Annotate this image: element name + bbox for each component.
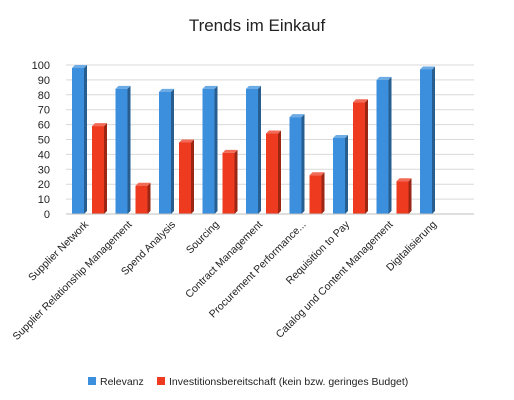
bar-relevanz [246, 85, 261, 214]
bar-top [396, 178, 412, 182]
bar-side [432, 66, 435, 214]
bar-top [202, 85, 218, 89]
bar-front [159, 91, 171, 214]
y-tick-label: 100 [32, 60, 50, 72]
y-tick-label: 50 [38, 135, 50, 147]
bar-front [289, 117, 302, 214]
bar-top [72, 64, 87, 68]
bar-relevanz [289, 114, 305, 214]
bar-side [147, 182, 151, 214]
bar-side [321, 172, 325, 214]
y-tick-label: 70 [38, 105, 50, 117]
bar-side [388, 76, 392, 215]
legend-label: Investitionsbereitschaft (kein bzw. geri… [169, 376, 408, 388]
y-tick-label: 20 [38, 179, 50, 191]
bar-relevanz [333, 135, 348, 214]
y-tick-label: 30 [38, 164, 50, 176]
y-tick-label: 10 [38, 194, 50, 206]
bar-front [222, 152, 235, 214]
y-tick-label: 60 [38, 120, 50, 132]
bar-relevanz [72, 64, 87, 214]
bar-relevanz [202, 85, 218, 214]
bar-investitionsbereitschaft [353, 99, 368, 214]
bar-side [234, 149, 238, 214]
bar-front [92, 126, 104, 214]
y-tick-label: 80 [38, 90, 50, 102]
bar-relevanz [115, 85, 131, 214]
bar-investitionsbereitschaft [135, 182, 151, 214]
bar-top [266, 130, 281, 134]
bar-front [266, 133, 278, 214]
bar-investitionsbereitschaft [266, 130, 281, 214]
bar-front [135, 185, 148, 214]
bar-front [246, 88, 258, 214]
bar-top [92, 123, 107, 127]
bar-front [353, 102, 365, 214]
bar-side [84, 64, 87, 214]
y-tick-label: 40 [38, 149, 50, 161]
bar-top [159, 88, 174, 92]
legend-item-relevanz: Relevanz [88, 376, 144, 388]
bar-side [408, 178, 412, 214]
bar-top [309, 172, 325, 176]
bar-relevanz [420, 66, 435, 214]
bar-side [301, 114, 305, 214]
legend-swatch [88, 377, 96, 385]
bar-front [420, 69, 432, 214]
bar-front [376, 79, 389, 215]
y-tick-label: 0 [44, 209, 50, 221]
bar-front [202, 88, 215, 214]
bar-side [127, 85, 131, 214]
bar-top [179, 139, 194, 143]
bar-side [345, 135, 348, 214]
bar-top [135, 182, 151, 186]
bar-investitionsbereitschaft [309, 172, 325, 214]
chart-title: Trends im Einkauf [189, 16, 326, 35]
bar-top [289, 114, 305, 118]
bar-side [214, 85, 218, 214]
bar-investitionsbereitschaft [396, 178, 412, 214]
bar-relevanz [159, 88, 174, 214]
bar-top [353, 99, 368, 103]
legend: Relevanz Investitionsbereitschaft (kein b… [88, 376, 408, 388]
bar-side [365, 99, 368, 214]
bar-side [104, 123, 107, 214]
bar-top [333, 135, 348, 139]
bars [72, 64, 435, 215]
bar-front [115, 88, 128, 214]
bar-top [246, 85, 261, 89]
bar-front [333, 138, 345, 214]
legend-swatch [157, 377, 165, 385]
y-tick-label: 90 [38, 75, 50, 87]
legend-label: Relevanz [100, 376, 144, 388]
y-axis-ticks: 0 10 20 30 40 50 60 70 80 90 100 [32, 60, 50, 221]
bar-top [115, 85, 131, 89]
bar-side [258, 85, 261, 214]
bar-front [309, 175, 322, 214]
bar-investitionsbereitschaft [222, 149, 238, 214]
bar-investitionsbereitschaft [179, 139, 194, 214]
bar-relevanz [376, 76, 392, 215]
bar-investitionsbereitschaft [92, 123, 107, 214]
legend-item-investitionsbereitschaft: Investitionsbereitschaft (kein bzw. geri… [157, 376, 408, 388]
bar-front [72, 67, 84, 214]
bar-top [222, 149, 238, 153]
bar-front [396, 181, 409, 214]
bar-top [376, 76, 392, 80]
bar-top [420, 66, 435, 70]
bar-side [171, 88, 174, 214]
bar-side [278, 130, 281, 214]
bar-front [179, 142, 191, 214]
bar-side [191, 139, 194, 214]
